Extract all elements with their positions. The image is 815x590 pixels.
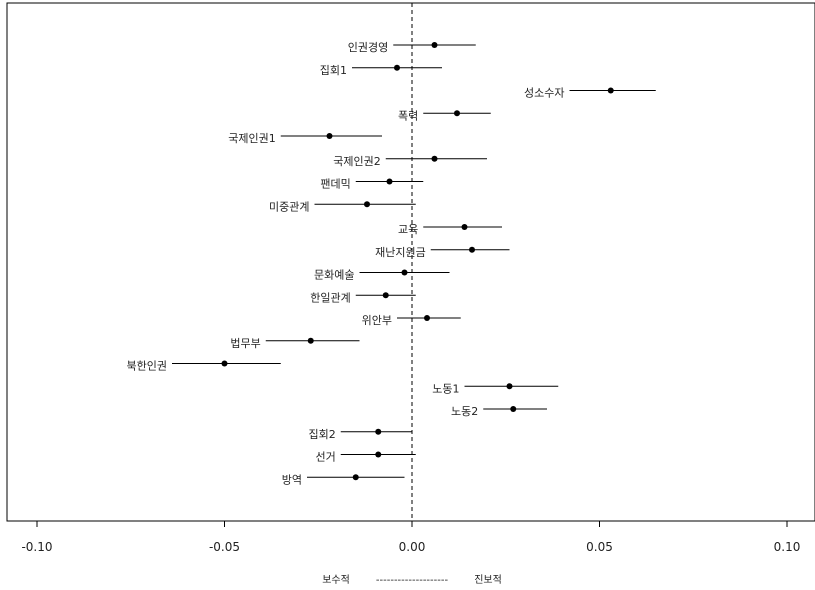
row-14-label: 법무부	[230, 337, 260, 350]
row-3-estimate-point	[607, 87, 614, 94]
row-6-label: 국제인권2	[333, 155, 380, 168]
row-19-label: 선거	[316, 451, 336, 464]
row-13-label: 위안부	[362, 314, 392, 327]
footer-right-label: 진보적	[474, 574, 502, 586]
row-5-label: 국제인권1	[228, 132, 275, 145]
row-9-estimate-point	[461, 224, 468, 230]
footer-left-label: 보수적	[322, 574, 350, 586]
row-5-estimate-point	[326, 133, 333, 139]
row-15-estimate-point	[221, 360, 228, 367]
row-8-estimate-point	[364, 201, 370, 208]
row-2-estimate-point	[394, 64, 400, 71]
row-4-estimate-point	[454, 110, 460, 117]
row-10-estimate-point	[469, 246, 475, 253]
row-2-label: 집회1	[320, 64, 347, 77]
x-tick-label-4: 0.05	[586, 540, 613, 554]
row-7-label: 팬데믹	[320, 178, 350, 191]
row-12-label: 한일관계	[310, 290, 350, 304]
row-1-estimate-point	[431, 42, 438, 48]
row-8-label: 미중관계	[269, 200, 309, 213]
x-tick-label-3: 0.00	[399, 540, 426, 554]
row-12-estimate-point	[382, 292, 389, 299]
row-3-label: 성소수자	[524, 87, 564, 100]
row-7-estimate-point	[386, 178, 393, 185]
row-18-estimate-point	[375, 428, 382, 435]
row-11-estimate-point	[401, 269, 408, 276]
x-tick-label-5: 0.10	[774, 540, 801, 554]
footer-middle-dashes: --------------------	[376, 575, 449, 586]
row-1-label: 인권경영	[348, 41, 388, 54]
x-axis: -0.10 -0.05 0.00 0.05 0.10	[21, 520, 801, 554]
row-17-estimate-point	[510, 406, 517, 412]
row-9-label: 교육	[398, 223, 418, 236]
row-16-estimate-point	[506, 383, 513, 390]
row-10-label: 재난지원금	[375, 246, 426, 259]
row-16-label: 노동1	[432, 382, 459, 395]
row-11-label: 문화예술	[314, 269, 354, 282]
row-15-label: 북한인권	[127, 360, 167, 373]
row-14-estimate-point	[307, 337, 314, 344]
row-19-estimate-point	[375, 451, 382, 458]
row-20-label: 방역	[282, 473, 302, 486]
row-20-estimate-point	[352, 474, 359, 481]
row-13-estimate-point	[424, 315, 430, 321]
x-tick-label-1: -0.10	[21, 540, 52, 554]
row-18-label: 집회2	[309, 428, 336, 441]
row-6-estimate-point	[431, 155, 438, 162]
x-tick-label-2: -0.05	[209, 540, 240, 554]
row-17-label: 노동2	[451, 405, 478, 418]
row-4-label: 폭력	[398, 109, 418, 122]
plot-frame	[6, 2, 815, 522]
